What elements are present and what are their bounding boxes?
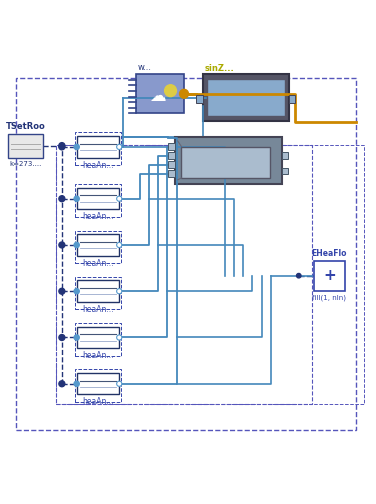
Circle shape — [297, 274, 301, 278]
Bar — [168, 152, 175, 159]
Text: EHeaFlo: EHeaFlo — [312, 248, 347, 258]
Bar — [77, 188, 119, 210]
Circle shape — [117, 381, 122, 387]
Circle shape — [74, 144, 79, 150]
Circle shape — [59, 143, 65, 149]
Text: +: + — [323, 268, 336, 283]
Circle shape — [74, 289, 79, 294]
Text: ☁: ☁ — [149, 87, 166, 105]
Text: TSetRoo: TSetRoo — [6, 122, 45, 132]
Text: heaAn...: heaAn... — [82, 351, 114, 360]
Bar — [136, 75, 184, 113]
Circle shape — [180, 89, 188, 98]
Bar — [175, 137, 282, 183]
Circle shape — [59, 196, 65, 202]
Circle shape — [59, 335, 65, 341]
Bar — [75, 323, 121, 356]
Bar — [56, 145, 364, 404]
Bar — [56, 145, 312, 404]
Text: heaAn...: heaAn... — [82, 305, 114, 314]
Text: k=273....: k=273.... — [10, 161, 42, 167]
Circle shape — [59, 144, 65, 150]
Bar — [77, 234, 119, 256]
Circle shape — [74, 242, 79, 247]
Text: heaAn...: heaAn... — [82, 212, 114, 221]
Text: heaAn...: heaAn... — [82, 398, 114, 406]
Circle shape — [117, 196, 122, 201]
Bar — [75, 184, 121, 217]
Text: w...: w... — [138, 63, 152, 72]
Bar — [290, 95, 296, 103]
Circle shape — [74, 196, 79, 201]
Circle shape — [117, 144, 122, 150]
Bar — [75, 369, 121, 402]
Circle shape — [59, 288, 65, 294]
Circle shape — [59, 242, 65, 248]
Bar — [75, 230, 121, 263]
Circle shape — [59, 381, 65, 387]
Bar — [75, 133, 121, 165]
Bar — [314, 261, 345, 291]
Text: sinZ...: sinZ... — [205, 64, 234, 73]
Text: heaAn...: heaAn... — [82, 161, 114, 169]
Circle shape — [165, 85, 176, 97]
Bar — [207, 79, 285, 116]
Text: heaAn...: heaAn... — [82, 259, 114, 268]
Circle shape — [74, 381, 79, 387]
Circle shape — [117, 335, 122, 340]
Circle shape — [74, 335, 79, 340]
Text: fill(1, nIn): fill(1, nIn) — [312, 294, 346, 301]
Bar — [77, 327, 119, 348]
Bar — [203, 75, 290, 120]
Bar — [77, 281, 119, 302]
Circle shape — [117, 242, 122, 247]
Bar — [75, 277, 121, 309]
Bar — [196, 95, 203, 103]
Bar — [282, 168, 288, 174]
Bar — [168, 170, 175, 177]
Bar — [168, 143, 175, 150]
Bar — [8, 134, 43, 158]
Bar — [282, 152, 288, 159]
Circle shape — [117, 289, 122, 294]
Bar — [168, 161, 175, 168]
Bar — [77, 373, 119, 395]
Bar — [77, 136, 119, 158]
Bar — [181, 147, 270, 178]
